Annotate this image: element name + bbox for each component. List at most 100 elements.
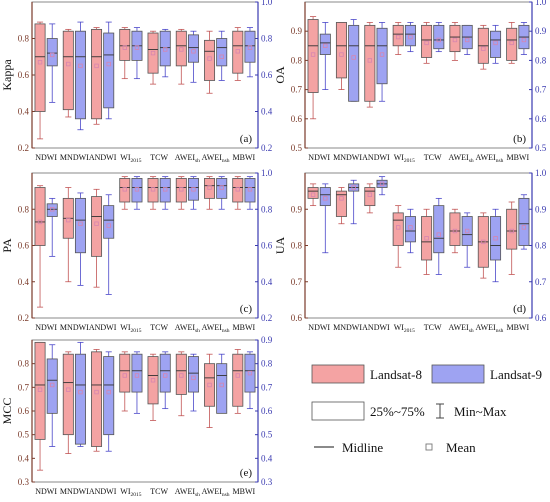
iqr-box: [34, 341, 46, 440]
mean-marker: [150, 50, 156, 56]
landsat8-box: [119, 351, 131, 412]
landsat9-box: [74, 341, 86, 447]
category-label: TCW: [424, 153, 442, 162]
panel-label: (a): [240, 133, 253, 145]
iqr-box: [216, 178, 228, 199]
landsat8-box: [506, 201, 518, 275]
landsat8-box: [506, 22, 518, 64]
right-tick-label: 0.9: [535, 26, 547, 36]
mean-marker: [50, 207, 55, 212]
category-label: MNDWI: [333, 153, 362, 162]
category-label: AWEIsh: [175, 153, 200, 164]
left-tick-label: 0.6: [18, 70, 30, 80]
landsat9-box: [216, 30, 228, 81]
iqr-box: [187, 356, 199, 393]
landsat9-box: [433, 22, 445, 53]
mean-marker: [94, 63, 99, 69]
mean-marker: [219, 382, 224, 388]
mean-marker: [247, 187, 253, 192]
landsat9-box: [187, 176, 199, 210]
mean-marker: [122, 187, 127, 192]
landsat8-box: [232, 27, 244, 81]
landsat8-box: [147, 30, 159, 85]
right-tick-label: 0.7: [535, 85, 547, 95]
category-label: MBWI: [506, 323, 529, 332]
landsat8-box: [204, 30, 216, 94]
landsat9-box: [404, 208, 416, 254]
left-tick-label: 0.8: [18, 34, 30, 44]
mean-marker: [481, 239, 486, 245]
category-label: TCW: [150, 323, 168, 332]
right-tick-label: 0.8: [261, 34, 273, 44]
landsat9-box: [46, 197, 58, 257]
y-axis-label: PA: [0, 238, 14, 253]
legend-swatch-landsat8: [311, 364, 365, 384]
landsat9-box: [131, 351, 143, 414]
landsat8-box: [335, 22, 347, 90]
landsat9-box: [319, 183, 331, 254]
iqr-box: [103, 32, 115, 109]
panel-d: 0.6 0.7 0.8 0.9 0.6 0.7 0.8 0.9 1.0 UA (d) NDWI MNDW…: [273, 168, 547, 334]
mean-marker: [339, 52, 344, 57]
landsat9-box: [103, 351, 115, 452]
iqr-box: [216, 363, 228, 414]
category-label: WI2015: [120, 487, 141, 497]
mean-marker: [207, 382, 212, 388]
left-tick-label: 0.6: [291, 313, 303, 323]
landsat9-box: [187, 30, 199, 83]
mean-marker: [424, 40, 429, 46]
legend-label-landsat8: Landsat-8: [370, 367, 422, 382]
mean-marker: [134, 373, 140, 378]
mean-marker: [66, 217, 71, 223]
category-label: WI2015: [120, 153, 141, 164]
landsat8-box: [175, 176, 187, 210]
iqr-box: [159, 178, 171, 203]
category-label: NDWI: [35, 323, 57, 332]
landsat9-box: [216, 176, 228, 210]
left-tick-label: 0.2: [18, 313, 29, 323]
landsat9-box: [74, 192, 86, 286]
landsat9-box: [376, 176, 388, 196]
mean-marker: [493, 236, 498, 241]
category-label: AWEIsh: [175, 487, 200, 497]
landsat9-box: [131, 27, 143, 80]
category-label: AWEInsh: [475, 153, 503, 164]
mean-marker: [78, 63, 83, 69]
iqr-box: [232, 30, 244, 74]
mean-marker: [106, 223, 111, 228]
iqr-box: [175, 353, 187, 395]
left-tick-label: 0.8: [18, 204, 30, 214]
mean-marker: [150, 187, 156, 192]
right-tick-label: 0.2: [261, 143, 272, 153]
iqr-box: [232, 178, 244, 203]
category-label: AWEIsh: [175, 323, 200, 334]
right-tick-label: 0.4: [261, 107, 273, 117]
right-tick-label: 0.6: [261, 241, 273, 251]
landsat8-box: [232, 349, 244, 414]
mean-marker: [521, 37, 527, 43]
iqr-box: [216, 38, 228, 67]
mean-marker: [134, 187, 140, 192]
landsat9-box: [433, 197, 445, 275]
mean-marker: [247, 370, 253, 376]
category-label: ANDWI: [89, 323, 117, 332]
landsat8-box: [91, 349, 103, 452]
landsat8-box: [421, 22, 433, 64]
left-tick-label: 0.2: [18, 143, 29, 153]
landsat8-box: [147, 353, 159, 421]
left-tick-label: 0.8: [291, 241, 303, 251]
y-axis-label: MCC: [0, 398, 14, 425]
landsat9-box: [103, 21, 115, 120]
category-label: WI2015: [394, 153, 415, 164]
mean-marker: [134, 45, 140, 50]
landsat9-box: [376, 22, 388, 102]
landsat8-box: [119, 176, 131, 210]
mean-marker: [235, 373, 240, 378]
left-tick-label: 0.6: [18, 406, 30, 416]
mean-marker: [207, 56, 212, 61]
right-tick-label: 0.8: [535, 55, 547, 65]
right-tick-label: 0.3: [261, 477, 273, 487]
left-tick-label: 0.6: [291, 114, 303, 124]
